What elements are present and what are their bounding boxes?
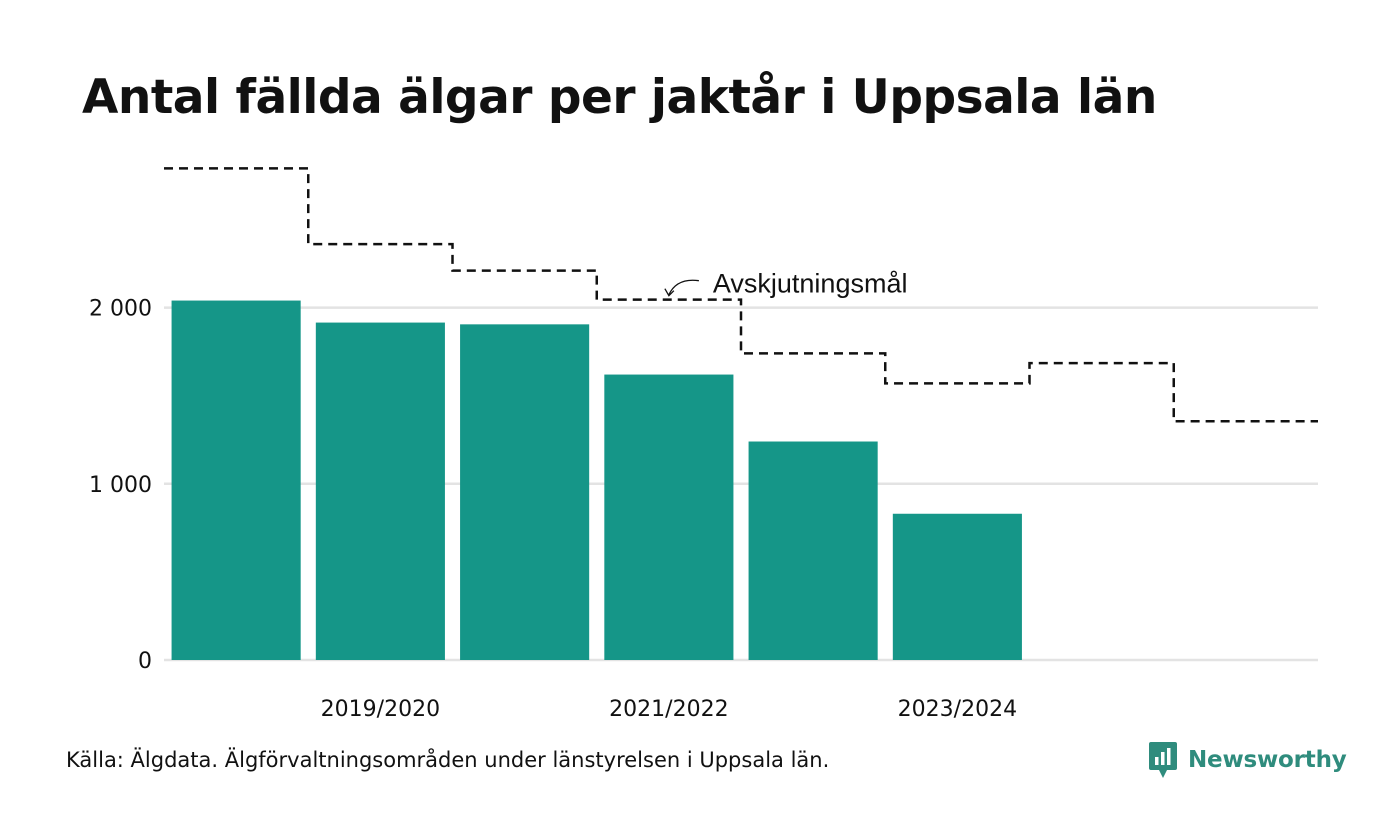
target-line [164, 167, 1318, 423]
x-tick-label: 2019/2020 [321, 697, 440, 722]
target-step-line [164, 167, 1318, 423]
x-tick-labels: 2019/2020 2021/2022 2023/2024 [321, 697, 1017, 722]
bar [892, 513, 1022, 660]
bar [460, 324, 590, 660]
newsworthy-logo-icon [1149, 742, 1177, 778]
bar [604, 374, 734, 660]
y-tick-labels: 0 1 000 2 000 [89, 297, 152, 674]
brand-logo[interactable]: Newsworthy [1148, 740, 1347, 780]
chart-title: Antal fällda älgar per jaktår i Uppsala … [82, 70, 1157, 125]
bar [748, 441, 878, 660]
y-tick-label: 0 [138, 649, 152, 674]
brand-name: Newsworthy [1188, 747, 1347, 773]
annotation: Avskjutningsmål [664, 269, 908, 299]
annotation-arrow [668, 279, 699, 295]
source-note: Källa: Älgdata. Älgförvaltningsområden u… [66, 748, 830, 772]
x-tick-label: 2021/2022 [609, 697, 728, 722]
bar [171, 300, 301, 660]
bar [315, 322, 445, 660]
y-tick-label: 1 000 [89, 473, 152, 498]
x-tick-label: 2023/2024 [898, 697, 1017, 722]
bars [171, 300, 1022, 660]
annotation-arrowhead [664, 288, 675, 297]
annotation-label: Avskjutningsmål [713, 269, 908, 299]
y-tick-label: 2 000 [89, 297, 152, 322]
